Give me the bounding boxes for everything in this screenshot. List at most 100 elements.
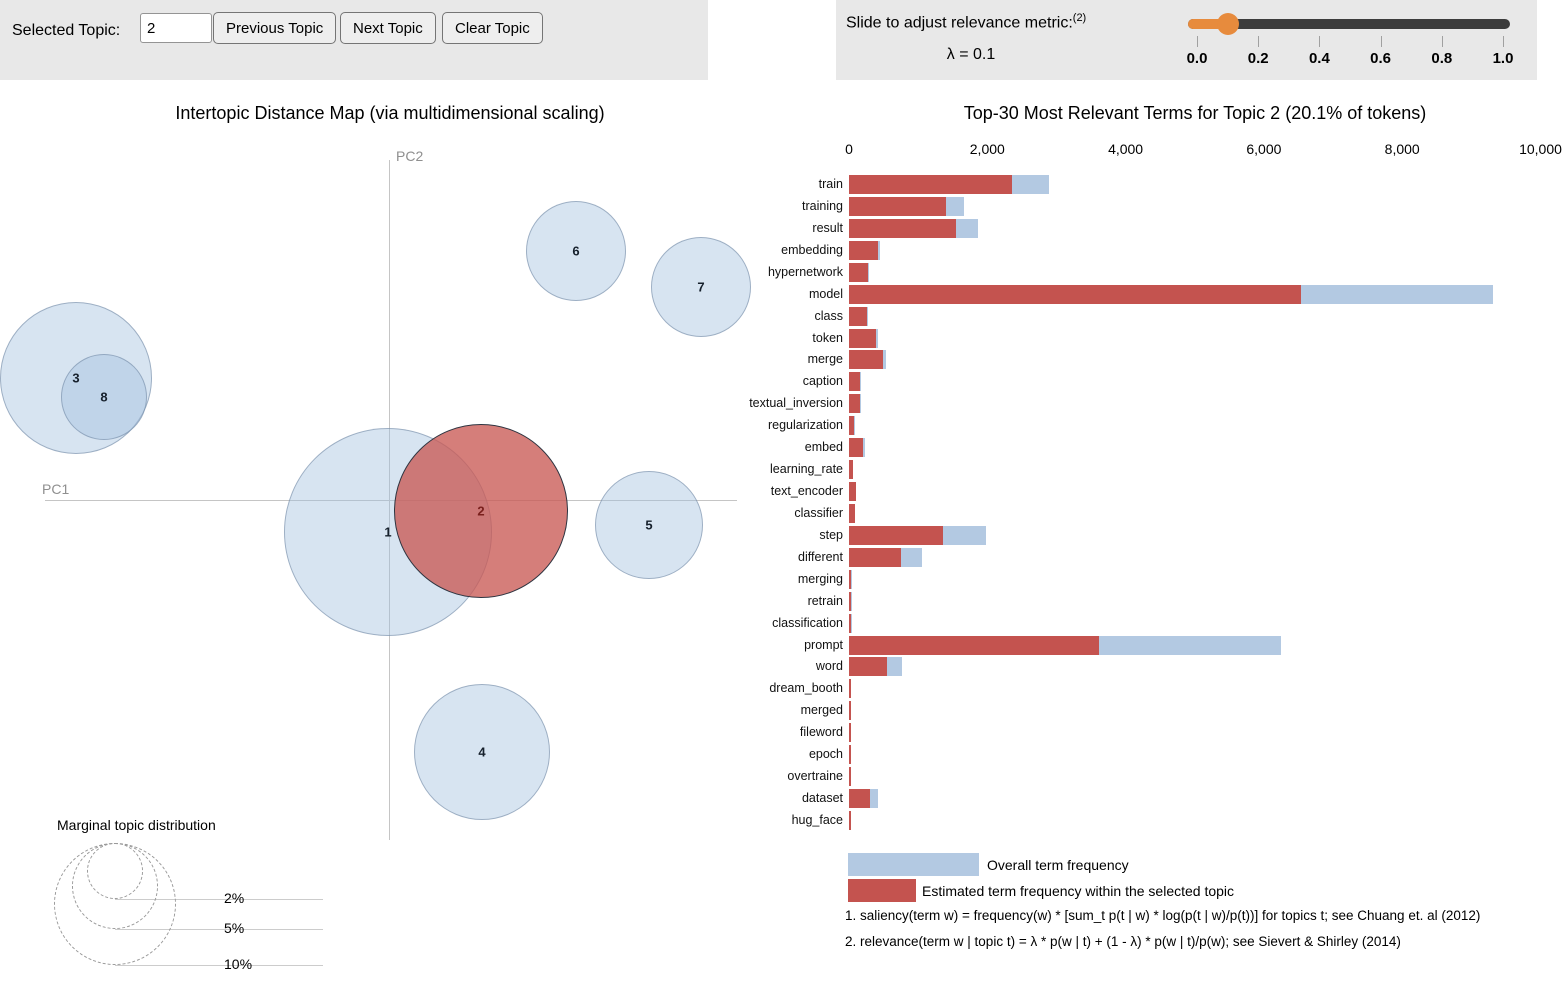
selected-topic-input[interactable] [140,13,212,43]
topic-frequency-bar[interactable] [849,592,852,611]
topic-frequency-bar[interactable] [849,745,852,764]
term-label-class[interactable]: class [814,309,843,323]
term-label-training[interactable]: training [802,199,843,213]
topic-circle-7[interactable] [651,237,751,337]
topic-frequency-bar[interactable] [849,614,852,633]
topic-circle-2[interactable] [394,424,568,598]
term-label-embedding[interactable]: embedding [781,243,843,257]
relevance-slider-panel: Slide to adjust relevance metric:(2) λ =… [836,0,1537,80]
next-topic-button[interactable]: Next Topic [340,12,436,44]
topic-frequency-bar[interactable] [849,636,1100,655]
slider-tick-mark [1258,36,1260,47]
term-label-different[interactable]: different [798,550,843,564]
clear-topic-button[interactable]: Clear Topic [442,12,543,44]
slider-tick-mark [1197,36,1198,47]
term-label-embed[interactable]: embed [804,440,843,454]
topic-number-5: 5 [645,517,653,533]
topic-circle-8[interactable] [61,354,147,440]
topic-frequency-bar[interactable] [849,679,852,698]
topic-frequency-bar[interactable] [849,723,852,742]
term-label-caption[interactable]: caption [802,374,843,388]
x-axis-tick-label: 6,000 [1246,141,1282,157]
term-label-text_encoder[interactable]: text_encoder [770,484,843,498]
slider-label-text: Slide to adjust relevance metric: [846,14,1073,32]
topic-number-6: 6 [572,243,580,259]
term-label-merged[interactable]: merged [800,703,843,717]
topic-frequency-bar[interactable] [849,219,957,238]
slider-tick-label: 1.0 [1492,50,1514,67]
term-label-model[interactable]: model [808,287,843,301]
marginal-size-label: 2% [224,890,245,906]
slider-tick-mark [1503,36,1504,47]
topic-number-3: 3 [72,370,80,386]
term-label-hug_face[interactable]: hug_face [791,813,843,827]
topic-frequency-bar[interactable] [849,394,861,413]
term-label-step[interactable]: step [819,528,843,542]
term-label-textual_inversion[interactable]: textual_inversion [749,396,843,410]
term-label-dataset[interactable]: dataset [801,791,843,805]
term-label-retrain[interactable]: retrain [807,594,843,608]
term-label-result[interactable]: result [812,221,843,235]
topic-frequency-bar[interactable] [849,329,876,348]
topic-frequency-bar[interactable] [849,175,1012,194]
term-label-merging[interactable]: merging [797,572,843,586]
topic-frequency-swatch [848,879,916,902]
topic-frequency-bar[interactable] [849,460,853,479]
term-label-dream_booth[interactable]: dream_booth [769,681,843,695]
topic-frequency-bar[interactable] [849,767,852,786]
topic-frequency-bar[interactable] [849,482,856,501]
topic-frequency-bar[interactable] [849,526,944,545]
slider-tick-mark [1319,36,1321,47]
term-label-word[interactable]: word [815,659,843,673]
marginal-distribution-title: Marginal topic distribution [57,817,216,833]
topic-frequency-bar[interactable] [849,241,879,260]
topic-frequency-label: Estimated term frequency within the sele… [922,883,1235,899]
term-label-fileword[interactable]: fileword [799,725,843,739]
topic-frequency-bar[interactable] [849,438,864,457]
term-label-classification[interactable]: classification [772,616,843,630]
topic-frequency-bar[interactable] [849,350,883,369]
term-label-regularization[interactable]: regularization [767,418,843,432]
topic-frequency-bar[interactable] [849,789,871,808]
topic-circle-5[interactable] [595,471,703,579]
marginal-size-leader-line [115,965,323,966]
term-label-learning_rate[interactable]: learning_rate [770,462,843,476]
previous-topic-button[interactable]: Previous Topic [213,12,337,44]
topic-frequency-bar[interactable] [849,197,946,216]
marginal-size-circle-10% [54,843,176,965]
slider-label: Slide to adjust relevance metric:(2) [846,12,1086,32]
term-label-train[interactable]: train [818,177,843,191]
marginal-size-leader-line [115,929,323,930]
topic-number-2: 2 [477,503,485,519]
topic-frequency-bar[interactable] [849,570,852,589]
topic-frequency-bar[interactable] [849,285,1302,304]
term-label-classifier[interactable]: classifier [794,506,843,520]
topic-frequency-bar[interactable] [849,701,852,720]
topic-frequency-bar[interactable] [849,416,855,435]
lambda-readout: λ = 0.1 [946,46,996,63]
term-label-token[interactable]: token [812,331,843,345]
topic-frequency-bar[interactable] [849,657,888,676]
marginal-size-leader-line [115,899,323,900]
x-axis-tick-label: 4,000 [1108,141,1144,157]
topic-frequency-bar[interactable] [849,504,855,523]
topic-frequency-bar[interactable] [849,811,852,830]
topic-frequency-bar[interactable] [849,372,861,391]
term-label-hypernetwork[interactable]: hypernetwork [767,265,843,279]
pc2-axis-label: PC2 [396,148,424,164]
topic-frequency-bar[interactable] [849,263,869,282]
topic-frequency-bar[interactable] [849,307,868,326]
topic-circle-4[interactable] [414,684,550,820]
term-label-overtraine[interactable]: overtraine [787,769,843,783]
topic-frequency-bar[interactable] [849,548,901,567]
marginal-size-label: 10% [224,956,253,972]
x-axis-tick-label: 8,000 [1384,141,1420,157]
lambda-slider-handle[interactable] [1216,13,1239,35]
x-axis-tick-label: 2,000 [969,141,1005,157]
term-label-prompt[interactable]: prompt [804,638,843,652]
lambda-slider-track[interactable] [1188,19,1510,29]
topic-circle-6[interactable] [526,201,626,301]
term-label-epoch[interactable]: epoch [808,747,843,761]
term-label-merge[interactable]: merge [807,352,843,366]
map-title: Intertopic Distance Map (via multidimens… [175,103,605,123]
